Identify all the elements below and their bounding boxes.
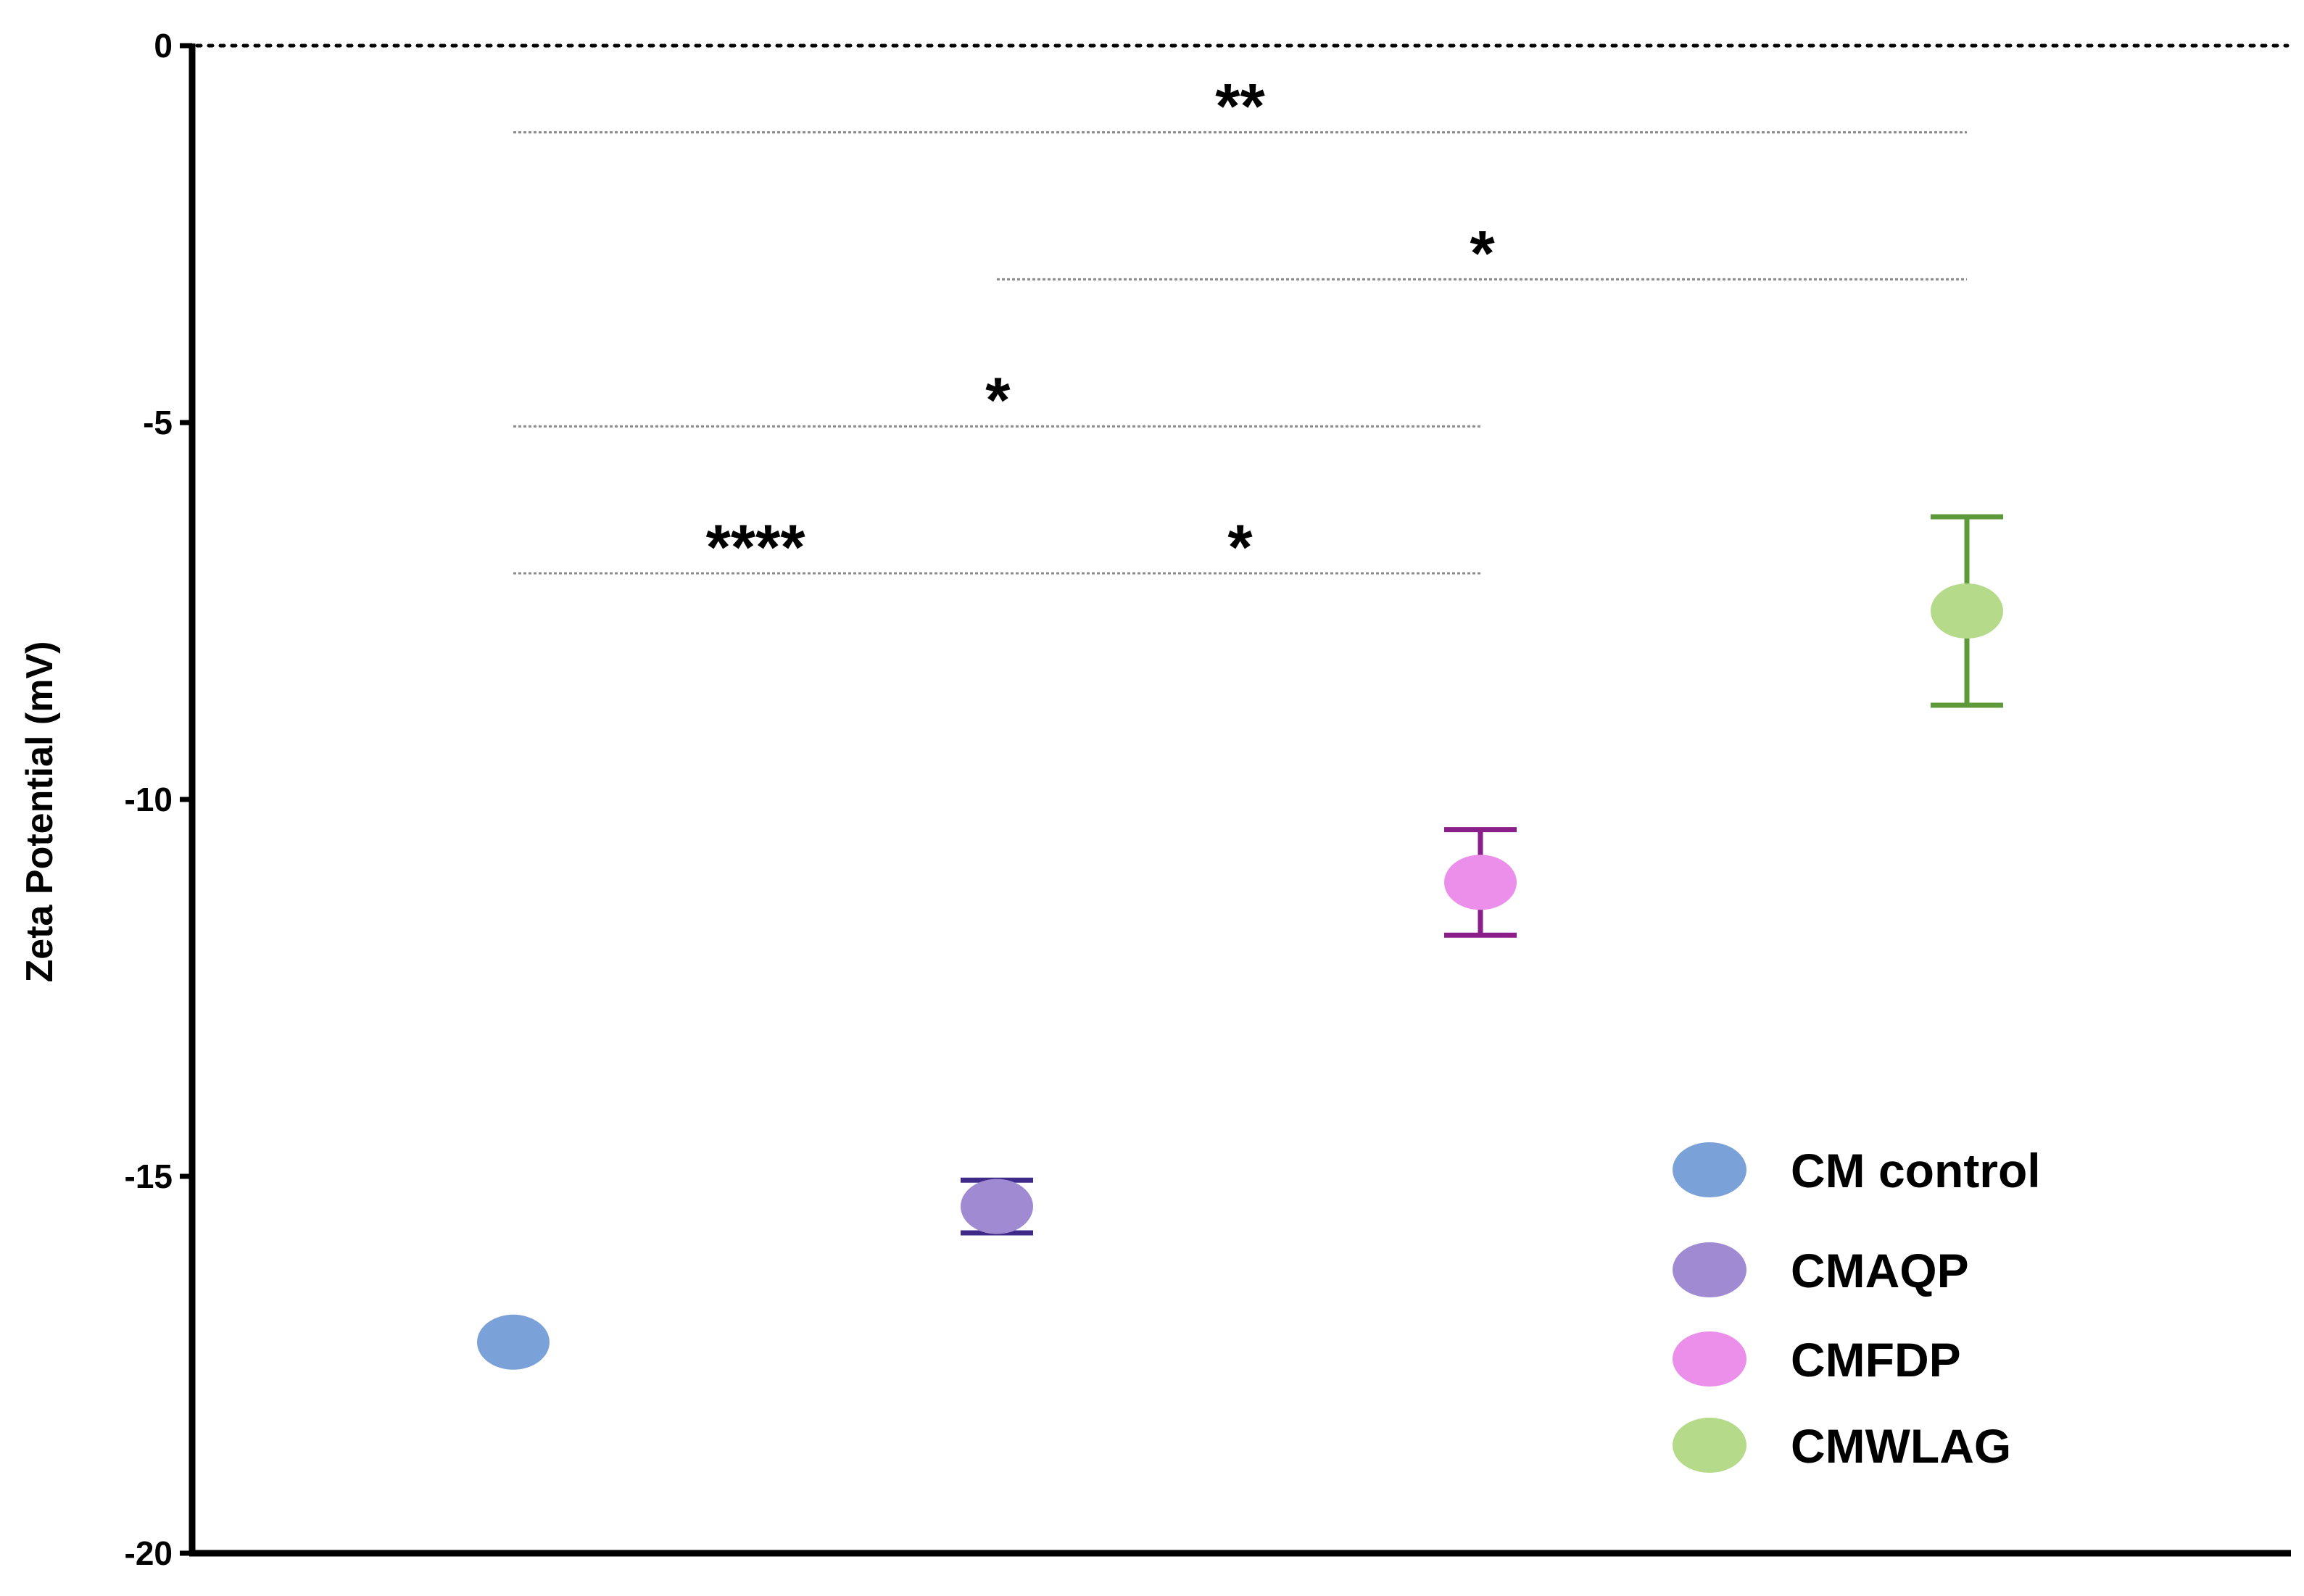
legend-label: CMFDP [1791, 1333, 1961, 1387]
legend-label: CMWLAG [1791, 1419, 2011, 1473]
y-tick-label: 0 [154, 27, 173, 65]
significance-label: * [1227, 511, 1253, 583]
significance-label: * [985, 364, 1011, 436]
legend: CM control CMAQP CMFDP CMWLAG [1673, 1142, 2041, 1473]
legend-label: CMAQP [1791, 1244, 1969, 1297]
data-layer [477, 514, 2003, 1370]
axis-layer: Zeta Potential (mV) [19, 43, 2291, 1557]
significance-label: **** [706, 511, 806, 583]
legend-swatch [1673, 1418, 1746, 1473]
legend-swatch [1673, 1242, 1746, 1297]
tick-layer: 0 -5 -10 -15 -20 [125, 27, 192, 1572]
significance-layer: ******** * [513, 70, 1967, 583]
data-point [477, 1314, 550, 1370]
significance-label: * [1470, 217, 1496, 288]
data-point [1931, 583, 2003, 639]
significance-label: ** [1215, 70, 1265, 142]
y-tick-label: -15 [125, 1157, 173, 1195]
y-tick-label: -5 [143, 404, 173, 441]
data-point [961, 1179, 1033, 1234]
y-axis-title: Zeta Potential (mV) [19, 641, 61, 983]
legend-label: CM control [1791, 1144, 2041, 1197]
data-point [1444, 855, 1517, 910]
legend-swatch [1673, 1142, 1746, 1197]
legend-swatch [1673, 1331, 1746, 1387]
y-tick-label: -20 [125, 1534, 173, 1572]
y-tick-label: -10 [125, 781, 173, 818]
